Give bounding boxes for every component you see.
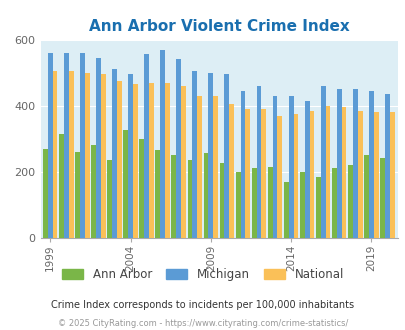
Title: Ann Arbor Violent Crime Index: Ann Arbor Violent Crime Index	[89, 19, 349, 34]
Bar	[267, 167, 272, 238]
Bar	[144, 54, 149, 238]
Text: © 2025 CityRating.com - https://www.cityrating.com/crime-statistics/: © 2025 CityRating.com - https://www.city…	[58, 319, 347, 328]
Bar	[363, 155, 368, 238]
Bar	[53, 71, 58, 238]
Bar	[68, 71, 73, 238]
Bar	[373, 112, 378, 238]
Bar	[48, 53, 53, 238]
Bar	[277, 115, 281, 238]
Bar	[235, 172, 240, 238]
Bar	[293, 114, 298, 238]
Bar	[379, 158, 384, 238]
Bar	[320, 86, 325, 238]
Bar	[208, 73, 213, 238]
Bar	[336, 89, 341, 238]
Bar	[96, 58, 100, 238]
Text: Crime Index corresponds to incidents per 100,000 inhabitants: Crime Index corresponds to incidents per…	[51, 300, 354, 310]
Bar	[309, 111, 313, 238]
Bar	[384, 94, 389, 238]
Bar	[283, 182, 288, 238]
Bar	[389, 112, 394, 238]
Bar	[155, 150, 160, 238]
Bar	[85, 73, 90, 238]
Bar	[341, 107, 345, 238]
Bar	[203, 153, 208, 238]
Bar	[347, 165, 352, 238]
Bar	[240, 91, 245, 238]
Bar	[213, 96, 217, 238]
Bar	[256, 86, 261, 238]
Bar	[187, 160, 192, 238]
Bar	[192, 71, 197, 238]
Bar	[288, 96, 293, 238]
Bar	[107, 160, 112, 238]
Bar	[224, 74, 229, 238]
Bar	[261, 109, 266, 238]
Bar	[100, 74, 105, 238]
Bar	[132, 84, 137, 238]
Bar	[43, 148, 48, 238]
Bar	[91, 145, 96, 238]
Bar	[176, 59, 181, 238]
Bar	[80, 53, 85, 238]
Bar	[331, 168, 336, 238]
Bar	[165, 82, 169, 238]
Bar	[75, 152, 80, 238]
Bar	[139, 139, 144, 238]
Bar	[304, 101, 309, 238]
Bar	[325, 106, 330, 238]
Legend: Ann Arbor, Michigan, National: Ann Arbor, Michigan, National	[57, 263, 348, 286]
Bar	[272, 96, 277, 238]
Bar	[64, 53, 68, 238]
Bar	[123, 130, 128, 238]
Bar	[181, 86, 185, 238]
Bar	[128, 74, 132, 238]
Bar	[112, 69, 117, 238]
Bar	[245, 109, 249, 238]
Bar	[368, 91, 373, 238]
Bar	[160, 50, 165, 238]
Bar	[251, 168, 256, 238]
Bar	[357, 111, 362, 238]
Bar	[117, 81, 121, 238]
Bar	[171, 155, 176, 238]
Bar	[229, 104, 234, 238]
Bar	[197, 96, 201, 238]
Bar	[352, 89, 357, 238]
Bar	[59, 134, 64, 238]
Bar	[219, 163, 224, 238]
Bar	[149, 82, 153, 238]
Bar	[315, 177, 320, 238]
Bar	[299, 172, 304, 238]
